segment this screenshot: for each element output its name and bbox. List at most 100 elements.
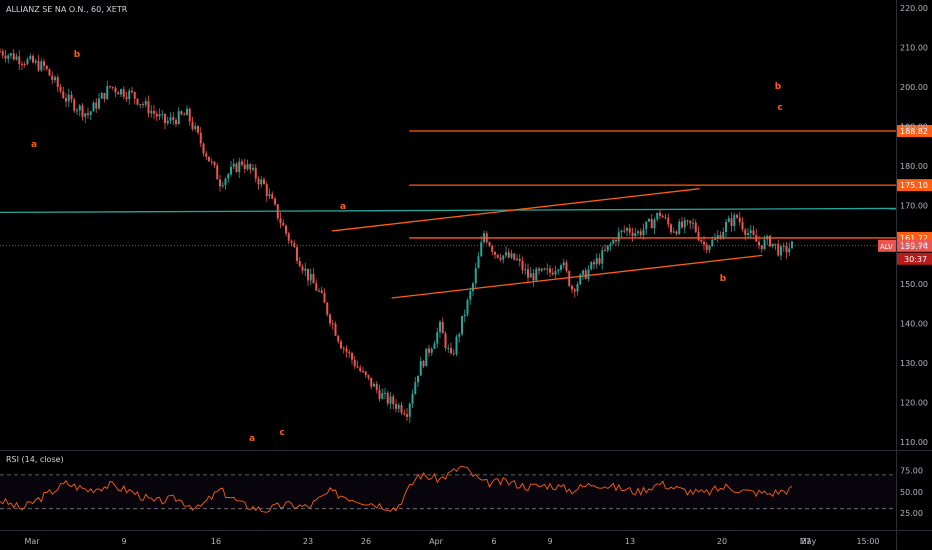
teal-trendline <box>0 207 897 214</box>
candle-body <box>7 55 10 59</box>
candle-body <box>494 251 496 255</box>
candle-body <box>576 284 579 292</box>
candle-body <box>667 217 670 225</box>
candle-body <box>76 110 78 112</box>
candle-body <box>752 230 755 235</box>
candle-body <box>48 69 51 76</box>
candle-body <box>78 105 81 111</box>
candle-body <box>177 111 180 125</box>
candle-body <box>461 316 463 335</box>
candle-body <box>626 228 628 231</box>
candle-body <box>505 252 507 256</box>
candle-body <box>579 274 582 285</box>
candle-body <box>681 221 683 228</box>
candle-body <box>183 114 186 116</box>
candle-body <box>656 212 659 220</box>
candle-body <box>430 348 433 353</box>
candle-body <box>26 59 29 65</box>
candle-body <box>340 341 342 349</box>
candle-body <box>601 250 604 264</box>
candle-body <box>771 243 774 247</box>
countdown-tag <box>897 252 932 265</box>
channel-lower-line <box>391 254 763 299</box>
y-tick-label: 210.00 <box>900 43 928 52</box>
candle-body <box>595 258 598 265</box>
candle-body <box>12 53 15 60</box>
candle-body <box>232 163 235 167</box>
candle-body <box>348 351 351 354</box>
candle-body <box>4 55 7 59</box>
candle-body <box>285 225 287 234</box>
candle-body <box>142 104 144 106</box>
x-tick-label: 9 <box>547 537 552 546</box>
candle-body <box>252 167 254 170</box>
candle-body <box>111 86 114 88</box>
candle-body <box>67 94 70 102</box>
candle-body <box>337 335 340 342</box>
y-tick-label: 220.00 <box>900 4 928 13</box>
candle-body <box>301 266 304 271</box>
candle-body <box>320 290 323 293</box>
candle-body <box>549 268 551 273</box>
x-tick-label: 9 <box>121 537 126 546</box>
candle-body <box>617 232 620 242</box>
candle-body <box>188 108 191 122</box>
candle-body <box>147 101 150 114</box>
candle-body <box>502 255 505 260</box>
candle-body <box>714 238 716 240</box>
rsi-tick-label: 75.00 <box>900 467 923 476</box>
candle-body <box>466 299 469 315</box>
candle-body <box>637 231 639 234</box>
x-tick-label: 23 <box>303 537 313 546</box>
candle-body <box>694 222 697 232</box>
candle-body <box>661 215 664 218</box>
candle-body <box>54 77 56 81</box>
level-tag-label: 175.10 <box>900 181 928 190</box>
candle-body <box>711 239 714 246</box>
candle-body <box>604 250 606 252</box>
candle-body <box>546 268 549 270</box>
candle-body <box>98 98 100 109</box>
wave-labels: b a a c a b b c <box>31 50 783 444</box>
candle-body <box>265 184 268 196</box>
symbol-tag-label: ALV <box>880 243 893 251</box>
candle-body <box>738 217 741 222</box>
candle-body <box>612 239 615 244</box>
candle-body <box>290 240 293 243</box>
candle-body <box>664 217 667 219</box>
candle-body <box>565 262 568 272</box>
candle-body <box>582 270 584 275</box>
y-tick-label: 170.00 <box>900 201 928 210</box>
candle-body <box>414 382 417 395</box>
candle-body <box>114 87 117 93</box>
candle-body <box>133 91 136 99</box>
candle-body <box>769 235 771 247</box>
price-axis[interactable]: 220.00 210.00 200.00 190.00 180.00 170.00 160.… <box>900 4 928 447</box>
candle-body <box>392 396 395 405</box>
candle-body <box>411 394 414 404</box>
candle-body <box>375 384 378 390</box>
y-tick-label: 140.00 <box>900 320 928 329</box>
candle-body <box>615 239 617 242</box>
candle-body <box>403 412 406 415</box>
x-tick-label: 16 <box>211 537 221 546</box>
x-tick-label: 27 <box>801 537 811 546</box>
candle-body <box>529 273 532 278</box>
channel-upper-line <box>332 188 700 232</box>
candle-body <box>87 113 89 116</box>
candle-body <box>703 241 705 245</box>
level-tag <box>897 124 932 137</box>
candle-body <box>62 91 65 99</box>
candle-body <box>238 161 241 173</box>
rsi-pane[interactable]: 75.00 50.00 25.00 <box>0 465 923 518</box>
candle-body <box>40 61 43 71</box>
candle-body <box>496 254 499 258</box>
candle-body <box>128 90 131 99</box>
candle-body <box>70 94 73 100</box>
x-tick-label: 13 <box>625 537 635 546</box>
candle-body <box>573 289 576 292</box>
candle-body <box>631 232 634 236</box>
candle-body <box>213 161 216 166</box>
